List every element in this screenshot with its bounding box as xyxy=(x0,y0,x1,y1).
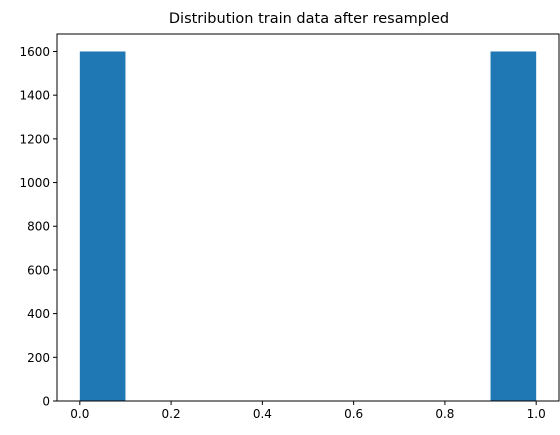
x-tick-label: 0.2 xyxy=(162,407,181,421)
y-tick-label: 200 xyxy=(27,351,50,365)
x-tick-label: 0.8 xyxy=(435,407,454,421)
chart-title: Distribution train data after resampled xyxy=(169,11,449,27)
x-tick-label: 1.0 xyxy=(527,407,546,421)
y-axis: 0 200 400 600 800 1000 1200 1400 1600 xyxy=(19,45,57,409)
plot-frame xyxy=(56,33,560,402)
y-tick-label: 800 xyxy=(27,220,50,234)
histogram-bar-9 xyxy=(490,51,537,401)
x-tick-label: 0.0 xyxy=(70,407,89,421)
y-tick-label: 600 xyxy=(27,263,50,277)
histogram-bar-0 xyxy=(79,51,126,401)
x-tick-label: 0.6 xyxy=(344,407,363,421)
y-tick-label: 400 xyxy=(27,307,50,321)
x-tick-label: 0.4 xyxy=(253,407,272,421)
y-tick-label: 1000 xyxy=(19,176,50,190)
y-tick-label: 1200 xyxy=(19,132,50,146)
y-tick-label: 1600 xyxy=(19,45,50,59)
x-axis: 0.0 0.2 0.4 0.6 0.8 1.0 xyxy=(70,401,546,421)
y-tick-label: 1400 xyxy=(19,89,50,103)
bars-group xyxy=(79,51,537,401)
y-tick-label: 0 xyxy=(42,395,50,409)
